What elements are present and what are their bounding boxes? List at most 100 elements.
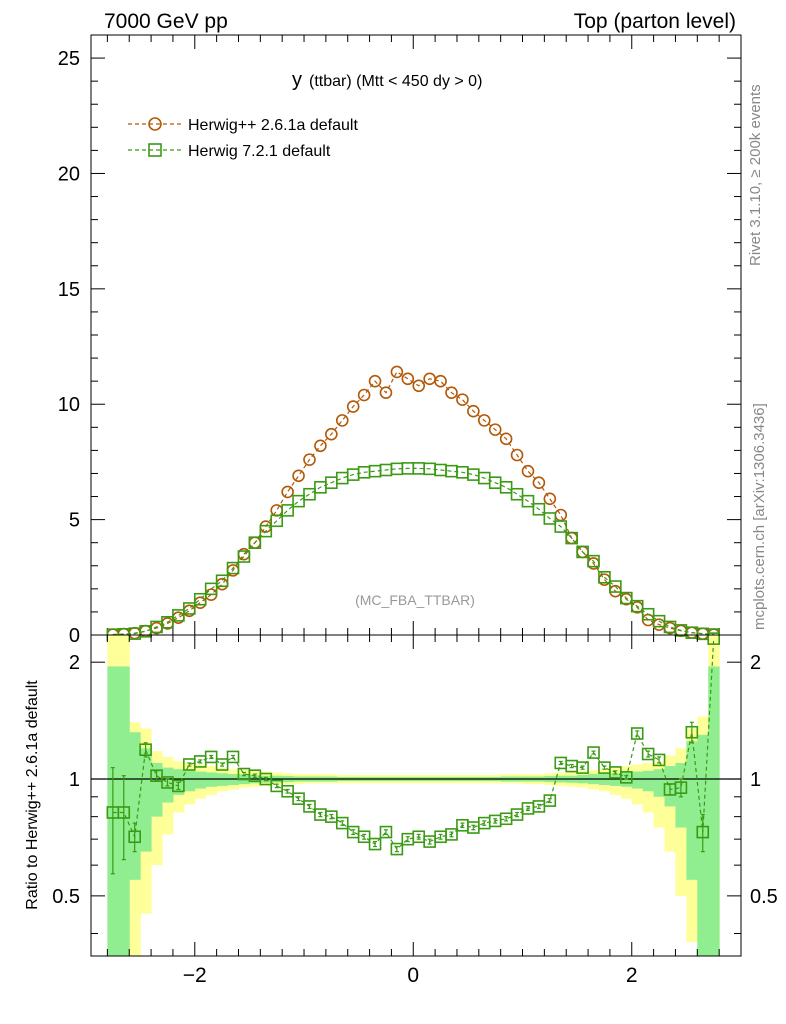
data-point-herwigpp [554,508,568,522]
ratio-data-point [172,779,185,793]
data-point-herwig7 [554,520,568,533]
legend-label-herwig7: Herwig 7.2.1 default [188,143,331,160]
data-point-herwig7 [598,571,611,584]
data-point-herwig7 [226,561,240,575]
data-point-herwigpp [270,504,284,517]
side-label-mcplots: mcplots.cern.ch [arXiv:1306.3436] [751,403,768,630]
data-point-herwigpp [292,469,305,483]
ratio-y-tick-label: 2 [69,652,80,674]
ratio-uncertainty-bands [91,635,741,956]
data-point-herwigpp [521,464,535,478]
ratio-data-point [390,842,404,856]
data-point-herwig7 [237,550,251,563]
main-y-tick-label: 10 [58,394,80,416]
data-point-herwig7 [303,487,316,501]
ratio-series-line [112,638,715,851]
ratio-plot-panel: 0.5 0.5 1 1 2 2 −2 0 2 Ratio to Herwig++ 2.6.1a … [24,632,778,987]
plot-title-main: y [292,69,302,91]
ratio-data-point [325,810,338,823]
main-y-tick-label: 5 [69,510,80,532]
data-point-herwigpp [412,379,426,393]
data-point-herwigpp [314,439,327,453]
ratio-y-axis-label: Ratio to Herwig++ 2.6.1a default [24,680,41,910]
data-point-herwig7 [161,616,174,629]
legend: Herwig++ 2.6.1a default Herwig 7.2.1 def… [128,117,358,160]
ratio-data-point [357,830,371,844]
ratio-data-point [630,727,644,740]
legend-entry-herwig7: Herwig 7.2.1 default [128,143,331,160]
data-point-herwigpp [281,485,294,499]
ratio-data-point [379,825,393,839]
main-axis-ticks: 0 5 10 15 20 25 [58,34,741,647]
data-point-herwigpp [456,393,469,406]
header-process-label: Top (parton level) [574,10,736,33]
header-energy-label: 7000 GeV pp [104,10,228,33]
ratio-y-tick-label-right: 2 [750,652,761,674]
data-point-herwigpp [477,414,491,427]
ratio-data-point [226,750,240,764]
band-inner-bin [631,771,644,789]
ratio-y-tick-label: 0.5 [52,886,80,908]
data-point-herwig7 [532,502,546,516]
data-point-herwig7 [630,599,644,613]
main-y-tick-label: 25 [58,48,80,70]
ratio-data-point [543,794,557,807]
main-y-tick-label: 15 [58,279,80,301]
ratio-data-point [619,771,633,784]
legend-label-herwigpp: Herwig++ 2.6.1a default [188,117,358,134]
x-tick-label: 0 [407,964,419,987]
data-point-herwigpp [445,386,458,399]
ratio-data-point [281,784,294,798]
data-point-herwig7 [248,536,262,549]
data-point-herwigpp [346,400,360,413]
ratio-data-point [215,758,229,771]
data-point-herwigpp [368,374,382,388]
ratio-data-point [139,743,152,757]
data-point-herwig7 [259,524,273,538]
data-point-herwig7 [467,468,480,481]
ratio-data-point [587,746,600,759]
legend-entry-herwigpp: Herwig++ 2.6.1a default [128,117,358,134]
ratio-y-tick-label-right: 1 [750,769,761,791]
data-point-herwig7 [565,531,578,545]
ratio-data-point [576,761,589,774]
data-point-herwig7 [215,574,229,588]
data-point-herwig7 [172,609,185,622]
ratio-data-point [128,830,141,844]
data-point-herwig7 [183,602,196,615]
data-point-herwig7 [521,494,535,508]
main-y-tick-label: 20 [58,163,80,185]
data-point-herwigpp [325,427,338,441]
data-point-herwig7 [609,580,622,593]
ratio-data-point [445,828,458,841]
band-inner-bin [708,666,720,956]
ratio-y-tick-label: 1 [69,769,80,791]
data-point-herwig7 [204,582,218,596]
data-point-herwigpp [357,388,371,402]
data-point-herwig7 [281,504,294,517]
legend-marker-herwig7 [148,143,162,157]
data-point-herwigpp [532,476,546,489]
ratio-axis-ticks: 0.5 0.5 1 1 2 2 −2 0 2 [52,635,778,987]
band-inner-bin [151,762,163,817]
band-inner-bin [653,769,666,797]
band-inner-bin [686,741,698,880]
data-point-herwigpp [543,492,557,506]
data-point-herwigpp [401,372,415,386]
data-point-herwig7 [587,554,600,568]
ratio-plot-frame [90,634,742,957]
data-point-herwigpp [390,365,404,379]
data-point-herwigpp [434,374,447,388]
data-point-herwig7 [335,471,349,485]
data-point-herwig7 [510,487,524,501]
ratio-series-group [106,632,720,875]
ratio-data-point [117,806,131,819]
analysis-annotation: (MC_FBA_TTBAR) [355,592,475,608]
ratio-data-point [652,753,666,767]
data-point-herwig7 [641,607,655,621]
ratio-data-point [685,725,699,739]
band-inner-bin [129,732,141,880]
ratio-data-point [368,837,382,851]
